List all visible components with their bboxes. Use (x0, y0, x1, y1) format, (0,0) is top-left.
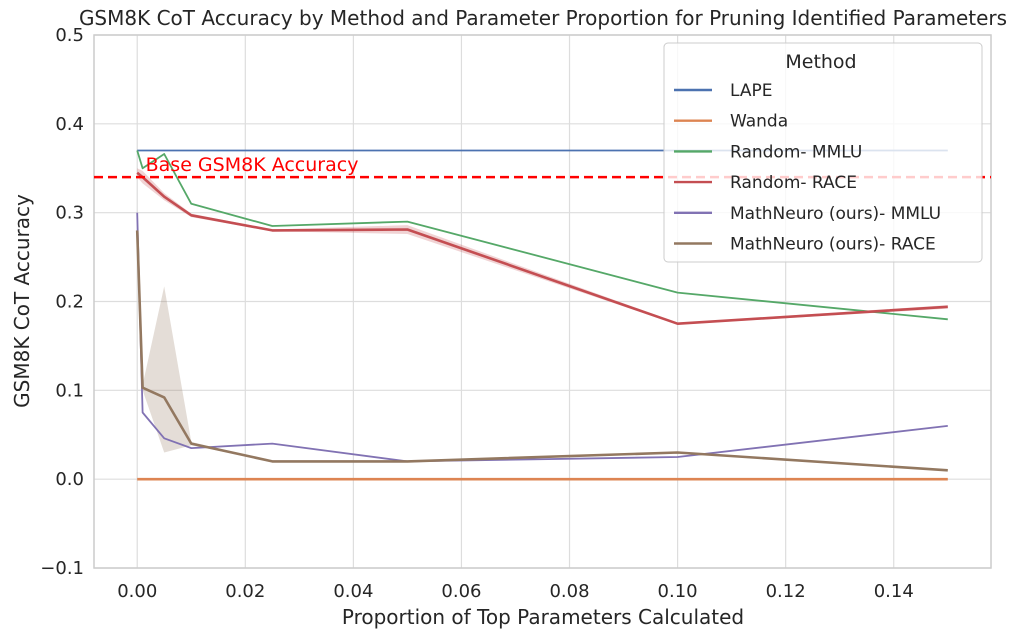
x-tick-label: 0.10 (658, 581, 698, 602)
x-tick-label: 0.00 (117, 581, 157, 602)
y-tick-label: 0.1 (55, 380, 84, 401)
series-lines (135, 149, 948, 481)
y-axis-label: GSM8K CoT Accuracy (10, 194, 34, 408)
x-tick-label: 0.06 (441, 581, 481, 602)
legend-label: LAPE (730, 81, 772, 101)
y-tick-label: 0.5 (55, 25, 84, 46)
x-tick-label: 0.12 (766, 581, 806, 602)
x-tick-label: 0.08 (549, 581, 589, 602)
series-line (135, 230, 948, 472)
legend-label: Random- RACE (730, 173, 857, 193)
x-tick-label: 0.02 (225, 581, 265, 602)
x-tick-labels: 0.00 0.02 0.04 0.06 0.08 0.10 0.12 0.14 (117, 581, 914, 602)
y-tick-label: 0.3 (55, 203, 84, 224)
x-tick-label: 0.14 (874, 581, 914, 602)
x-tick-label: 0.04 (333, 581, 373, 602)
legend-box (663, 42, 983, 263)
y-tick-label: −0.1 (40, 558, 84, 579)
chart-title: GSM8K CoT Accuracy by Method and Paramet… (79, 6, 1007, 30)
x-axis-label: Proportion of Top Parameters Calculated (342, 605, 744, 629)
series-line (136, 150, 948, 321)
plot-frame (93, 34, 992, 569)
legend-label: MathNeuro (ours)- MMLU (730, 204, 941, 224)
legend-label: Wanda (730, 112, 788, 132)
y-tick-label: 0.4 (55, 114, 84, 135)
legend-label: Random- MMLU (730, 142, 862, 162)
y-tick-labels: −0.1 0.0 0.1 0.2 0.3 0.4 0.5 (40, 25, 84, 579)
series-line (136, 212, 948, 463)
y-tick-label: 0.2 (55, 292, 84, 313)
legend: Method LAPE Wanda Random- MMLU Random- RACE… (663, 42, 983, 263)
legend-label: MathNeuro (ours)- RACE (730, 235, 936, 255)
series-line (136, 171, 948, 326)
legend-title: Method (785, 51, 856, 73)
y-tick-label: 0.0 (55, 469, 84, 490)
legend-items: LAPE Wanda Random- MMLU Random- RACE MathNeu… (674, 81, 941, 255)
base-accuracy-label: Base GSM8K Accuracy (146, 154, 359, 176)
